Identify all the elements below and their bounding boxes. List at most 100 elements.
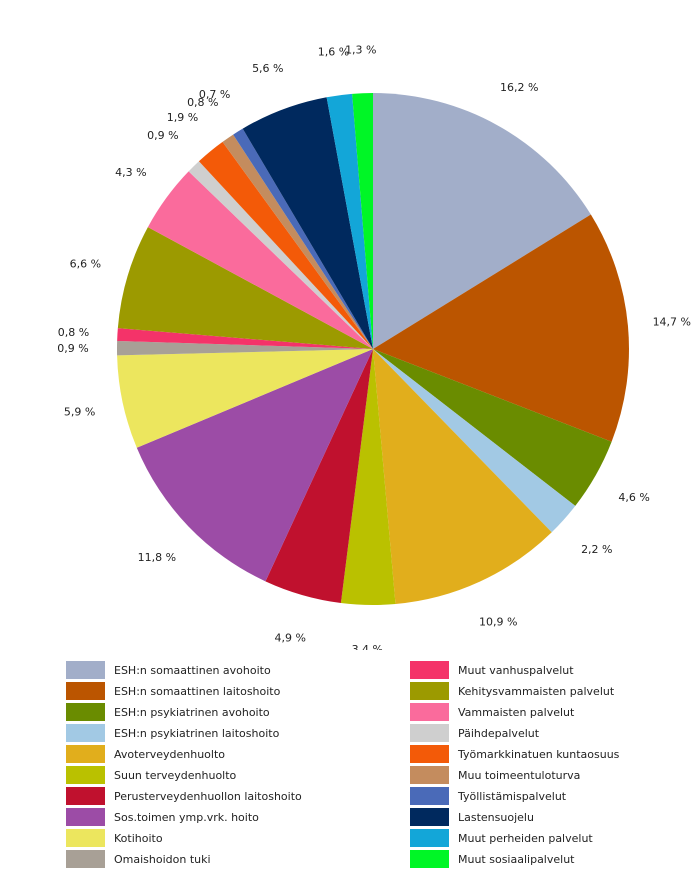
pie-label-kehitysvammaisten-palvelut: 6,6 % — [70, 258, 101, 271]
pie-slice-esh-n-somaattinen-laitoshoito — [373, 214, 629, 442]
legend-label: Lastensuojelu — [458, 810, 534, 824]
legend-label: Omaishoidon tuki — [114, 852, 211, 866]
legend-label: Työllistämispalvelut — [458, 789, 567, 803]
legend-swatch — [66, 850, 105, 868]
pie-slice-muut-vanhuspalvelut — [117, 328, 373, 349]
legend-label: Sos.toimen ymp.vrk. hoito — [114, 810, 259, 824]
legend-item-kotihoito: Kotihoito — [66, 828, 163, 848]
legend-swatch — [410, 703, 449, 721]
pie-labels: 16,2 % 14,7 % 4,6 % 2,2 % 10,9 % 3,4 % 4,9 % 11… — [57, 43, 691, 650]
pie-chart: 16,2 % 14,7 % 4,6 % 2,2 % 10,9 % 3,4 % 4,9 % 11… — [57, 43, 691, 650]
legend-swatch — [410, 661, 449, 679]
pie-label-esh-n-somaattinen-avohoito: 16,2 % — [500, 81, 538, 94]
legend-swatch — [66, 703, 105, 721]
legend-item-vammaisten-palvelut: Vammaisten palvelut — [410, 702, 574, 722]
pie-slice-avoterveydenhuolto — [373, 349, 552, 605]
pie-label-esh-n-psykiatrinen-laitoshoito: 2,2 % — [581, 543, 612, 556]
legend-label: Avoterveydenhuolto — [114, 747, 226, 761]
pie-label-omaishoidon-tuki: 0,9 % — [57, 342, 88, 355]
legend-label: Kehitysvammaisten palvelut — [458, 684, 615, 698]
legend-item-p-ihdepalvelut: Päihdepalvelut — [410, 723, 539, 743]
legend-item-muut-vanhuspalvelut: Muut vanhuspalvelut — [410, 660, 574, 680]
legend-label: Perusterveydenhuollon laitoshoito — [114, 789, 302, 803]
pie-label-muut-vanhuspalvelut: 0,8 % — [58, 326, 89, 339]
legend-swatch — [66, 745, 105, 763]
pie-slice-perusterveydenhuollon-laitoshoito — [265, 349, 373, 603]
pie-label-esh-n-somaattinen-laitoshoito: 14,7 % — [653, 316, 691, 329]
legend-item-muut-perheiden-palvelut: Muut perheiden palvelut — [410, 828, 593, 848]
legend-item-esh-n-psykiatrinen-avohoito: ESH:n psykiatrinen avohoito — [66, 702, 270, 722]
legend-swatch — [66, 829, 105, 847]
legend-label: Vammaisten palvelut — [458, 705, 575, 719]
legend-label: Muut perheiden palvelut — [458, 831, 593, 845]
legend-item-omaishoidon-tuki: Omaishoidon tuki — [66, 849, 211, 869]
pie-label-p-ihdepalvelut: 0,9 % — [147, 129, 178, 142]
pie-label-vammaisten-palvelut: 4,3 % — [115, 166, 146, 179]
pie-slice-ty-llist-mispalvelut — [233, 128, 373, 349]
pie-label-muu-toimeentuloturva: 0,8 % — [187, 96, 218, 109]
legend-swatch — [410, 745, 449, 763]
legend-swatch — [410, 787, 449, 805]
legend-label: ESH:n psykiatrinen avohoito — [114, 705, 270, 719]
pie-slice-muut-perheiden-palvelut — [326, 93, 373, 349]
pie-slice-esh-n-somaattinen-avohoito — [373, 93, 591, 349]
legend-item-ty-llist-mispalvelut: Työllistämispalvelut — [410, 786, 566, 806]
legend-item-muut-sosiaalipalvelut: Muut sosiaalipalvelut — [410, 849, 574, 869]
legend-swatch — [410, 808, 449, 826]
legend-swatch — [66, 787, 105, 805]
legend-swatch — [66, 682, 105, 700]
pie-slice-kotihoito — [117, 349, 373, 448]
legend-swatch — [66, 808, 105, 826]
legend-item-esh-n-somaattinen-avohoito: ESH:n somaattinen avohoito — [66, 660, 271, 680]
legend-swatch — [66, 766, 105, 784]
legend-item-sos-toimen-ymp-vrk-hoito: Sos.toimen ymp.vrk. hoito — [66, 807, 259, 827]
legend-swatch — [410, 682, 449, 700]
pie-label-ty-markkinatuen-kuntaosuus: 1,9 % — [167, 111, 198, 124]
legend-label: Työmarkkinatuen kuntaosuus — [458, 747, 620, 761]
pie-slices — [117, 92, 629, 605]
pie-slice-p-ihdepalvelut — [188, 161, 373, 349]
pie-slice-ty-markkinatuen-kuntaosuus — [198, 141, 373, 349]
legend-swatch — [410, 724, 449, 742]
legend-label: Muut vanhuspalvelut — [458, 663, 574, 677]
legend-item-esh-n-somaattinen-laitoshoito: ESH:n somaattinen laitoshoito — [66, 681, 280, 701]
legend-swatch — [66, 661, 105, 679]
legend-item-suun-terveydenhuolto: Suun terveydenhuolto — [66, 765, 236, 785]
legend-item-kehitysvammaisten-palvelut: Kehitysvammaisten palvelut — [410, 681, 614, 701]
legend-label: ESH:n somaattinen avohoito — [114, 663, 271, 677]
pie-label-kotihoito: 5,9 % — [64, 406, 95, 419]
pie-label-sos-toimen-ymp-vrk-hoito: 11,8 % — [138, 551, 176, 564]
legend-label: Päihdepalvelut — [458, 726, 540, 740]
legend-label: Kotihoito — [114, 831, 163, 845]
pie-label-muut-sosiaalipalvelut: 1,3 % — [345, 43, 376, 56]
pie-slice-lastensuojelu — [242, 97, 373, 350]
legend-item-avoterveydenhuolto: Avoterveydenhuolto — [66, 744, 225, 764]
legend-item-perusterveydenhuollon-laitoshoito: Perusterveydenhuollon laitoshoito — [66, 786, 302, 806]
pie-slice-omaishoidon-tuki — [117, 340, 373, 356]
legend-swatch — [66, 724, 105, 742]
pie-slice-vammaisten-palvelut — [147, 171, 373, 349]
legend-label: Suun terveydenhuolto — [114, 768, 237, 782]
legend-item-ty-markkinatuen-kuntaosuus: Työmarkkinatuen kuntaosuus — [410, 744, 619, 764]
pie-label-esh-n-psykiatrinen-avohoito: 4,6 % — [618, 491, 649, 504]
legend-label: Muu toimeentuloturva — [458, 768, 581, 782]
legend-swatch — [410, 850, 449, 868]
legend: ESH:n somaattinen avohoito ESH:n somaatti… — [66, 660, 666, 880]
pie-slice-kehitysvammaisten-palvelut — [117, 227, 373, 349]
pie-slice-suun-terveydenhuolto — [340, 349, 396, 605]
pie-slice-muu-toimeentuloturva — [222, 134, 373, 349]
pie-slice-esh-n-psykiatrinen-avohoito — [373, 349, 612, 506]
legend-label: ESH:n psykiatrinen laitoshoito — [114, 726, 280, 740]
legend-swatch — [410, 829, 449, 847]
pie-slice-sos-toimen-ymp-vrk-hoito — [136, 349, 373, 582]
legend-item-esh-n-psykiatrinen-laitoshoito: ESH:n psykiatrinen laitoshoito — [66, 723, 279, 743]
pie-label-muut-perheiden-palvelut: 1,6 % — [318, 46, 349, 59]
pie-slice-muut-sosiaalipalvelut — [352, 92, 373, 349]
pie-label-lastensuojelu: 5,6 % — [252, 62, 283, 75]
legend-item-muu-toimeentuloturva: Muu toimeentuloturva — [410, 765, 580, 785]
legend-item-lastensuojelu: Lastensuojelu — [410, 807, 534, 827]
pie-label-suun-terveydenhuolto: 3,4 % — [352, 643, 383, 650]
pie-slice-esh-n-psykiatrinen-laitoshoito — [373, 349, 576, 533]
pie-label-ty-llist-mispalvelut: 0,7 % — [199, 88, 230, 101]
pie-label-avoterveydenhuolto: 10,9 % — [479, 616, 517, 629]
